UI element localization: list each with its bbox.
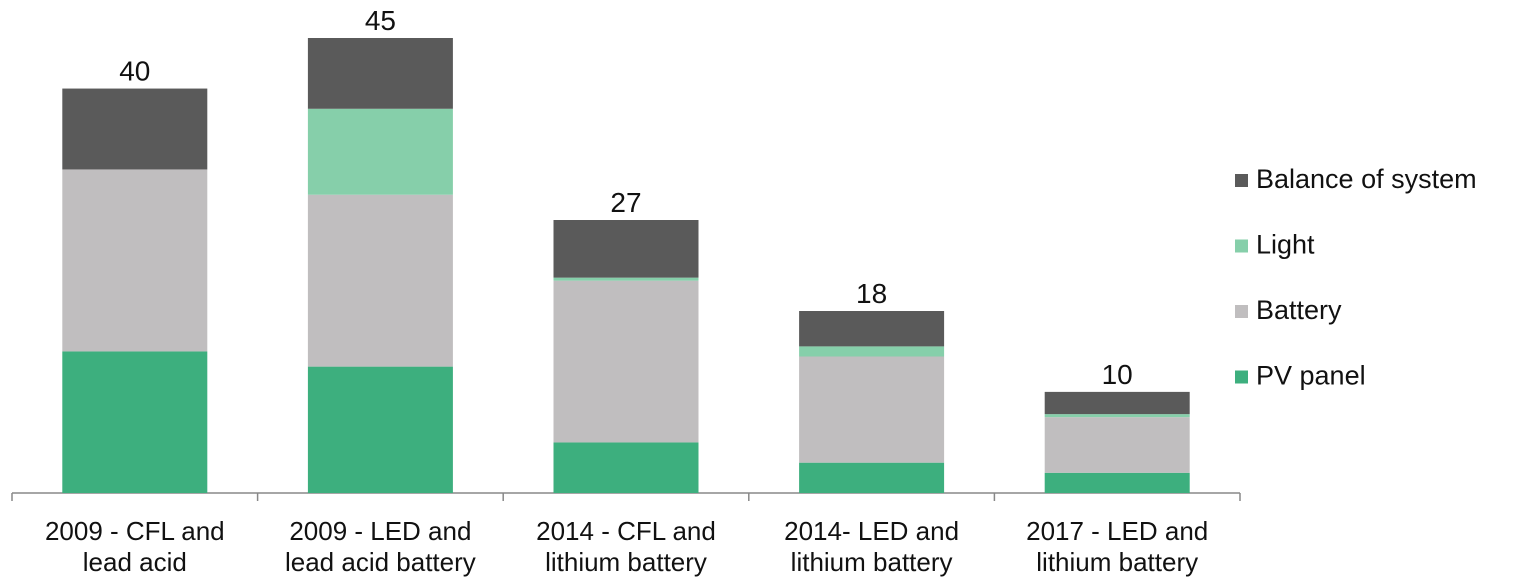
- x-tick-label: 2014- LED and lithium battery: [784, 516, 960, 577]
- legend-label: Battery: [1256, 295, 1342, 325]
- legend-swatch: [1235, 174, 1248, 187]
- legend-swatch: [1235, 370, 1248, 384]
- x-tick-label: 2014 - CFL and lithium battery: [536, 516, 716, 577]
- bar-segment: [553, 277, 699, 281]
- bar-segment: [307, 194, 453, 367]
- bar-segment: [799, 346, 945, 357]
- bar-segment: [62, 88, 208, 170]
- total-label: 18: [856, 278, 887, 309]
- x-tick-label: 2009 - CFL and lead acid: [44, 516, 225, 577]
- legend-label: PV panel: [1256, 361, 1366, 391]
- bar-segment: [1044, 417, 1190, 473]
- bar-segment: [553, 442, 699, 493]
- total-label: 27: [610, 187, 641, 218]
- bar-segment: [307, 108, 453, 195]
- total-label: 10: [1102, 359, 1133, 390]
- bar-segment: [799, 311, 945, 347]
- x-tick-label: 2017 - LED and lithium battery: [1026, 516, 1209, 577]
- bar-segment: [799, 462, 945, 493]
- bar-segment: [307, 38, 453, 109]
- total-label: 45: [365, 5, 396, 36]
- bar-segment: [1044, 414, 1190, 418]
- bar-segment: [62, 351, 208, 493]
- bar-segment: [553, 280, 699, 443]
- legend-label: Balance of system: [1256, 164, 1477, 194]
- bar-segment: [553, 220, 699, 278]
- bar-segment: [62, 169, 208, 352]
- legend-swatch: [1235, 239, 1248, 253]
- legend-label: Light: [1256, 230, 1315, 260]
- bar-segment: [1044, 472, 1190, 493]
- bar-segment: [799, 356, 945, 463]
- legend-swatch: [1235, 305, 1248, 318]
- total-label: 40: [119, 56, 150, 87]
- x-tick-label: 2009 - LED and lead acid battery: [284, 516, 476, 577]
- bar-segment: [307, 366, 453, 493]
- bar-segment: [1044, 391, 1190, 415]
